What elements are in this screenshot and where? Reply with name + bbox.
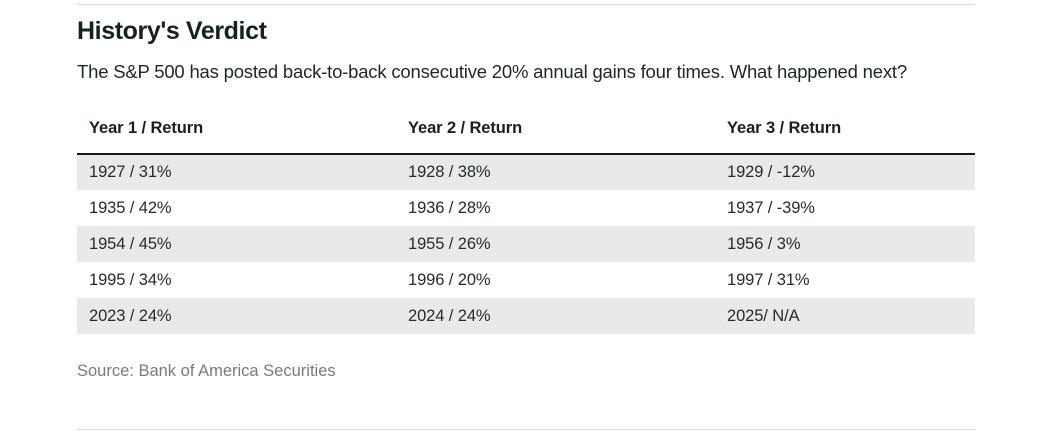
table-row: 1995 / 34% 1996 / 20% 1997 / 31% [77, 262, 975, 298]
table-cell: 1997 / 31% [727, 270, 810, 289]
table-cell: 2025/ N/A [715, 298, 975, 334]
table-cell: 1955 / 26% [396, 226, 715, 262]
source-note: Source: Bank of America Securities [77, 362, 336, 380]
column-header-year1: Year 1 / Return [77, 119, 396, 155]
page-title: History's Verdict [77, 17, 267, 45]
table-header-row: Year 1 / Return Year 2 / Return Year 3 /… [77, 119, 975, 155]
table-cell: 1929 / -12% [715, 154, 975, 190]
column-header-year2: Year 2 / Return [396, 119, 715, 155]
table-cell: 1956 / 3% [715, 226, 975, 262]
column-header-year3: Year 3 / Return [715, 119, 975, 155]
table-cell: 1996 / 20% [408, 270, 491, 289]
returns-table: Year 1 / Return Year 2 / Return Year 3 /… [77, 119, 975, 334]
table-row: 1954 / 45% 1955 / 26% 1956 / 3% [77, 226, 975, 262]
table-cell: 2023 / 24% [77, 298, 396, 334]
table-row: 1935 / 42% 1936 / 28% 1937 / -39% [77, 190, 975, 226]
table-cell: 1954 / 45% [77, 226, 396, 262]
table-row: 2023 / 24% 2024 / 24% 2025/ N/A [77, 298, 975, 334]
table-cell: 1927 / 31% [77, 154, 396, 190]
table-cell: 1937 / -39% [727, 198, 815, 217]
content-area: History's Verdict The S&P 500 has posted… [77, 0, 975, 381]
subtitle: The S&P 500 has posted back-to-back cons… [77, 61, 907, 82]
table-cell: 1935 / 42% [89, 198, 172, 217]
table-cell: 1936 / 28% [408, 198, 491, 217]
table-cell: 1995 / 34% [89, 270, 172, 289]
table-row: 1927 / 31% 1928 / 38% 1929 / -12% [77, 154, 975, 190]
bottom-divider [77, 429, 975, 430]
table-cell: 2024 / 24% [396, 298, 715, 334]
top-divider [77, 4, 975, 5]
table-cell: 1928 / 38% [396, 154, 715, 190]
